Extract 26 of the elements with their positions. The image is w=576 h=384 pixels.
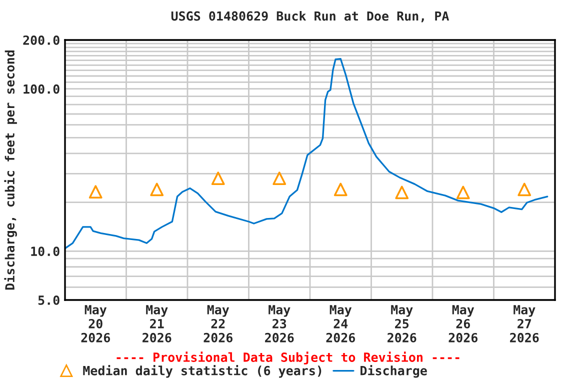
x-tick-label: May 21 2026 bbox=[142, 305, 172, 342]
x-tick-label: May 20 2026 bbox=[81, 305, 110, 342]
line-series bbox=[65, 58, 548, 250]
x-tick-label: May 24 2026 bbox=[326, 305, 355, 342]
point bbox=[150, 182, 164, 196]
x-tick-label: May 25 2026 bbox=[388, 305, 416, 342]
point bbox=[518, 182, 532, 196]
point bbox=[334, 182, 348, 196]
text: ---- Provisional Data Subject to Revision ---- bbox=[116, 352, 460, 364]
point bbox=[272, 172, 286, 186]
legend-label: Discharge bbox=[360, 364, 427, 378]
y-tick-label: 10.0 bbox=[31, 246, 60, 256]
point bbox=[395, 186, 409, 200]
x-tick-label: May 22 2026 bbox=[204, 305, 232, 342]
y-tick-label: 5.0 bbox=[38, 295, 60, 305]
y-tick-label: 200.0 bbox=[23, 35, 60, 45]
x-tick-label: May 26 2026 bbox=[448, 305, 478, 342]
point bbox=[456, 186, 470, 200]
y-axis-title: Discharge, cubic feet per second bbox=[4, 50, 17, 290]
y-tick-label: 100.0 bbox=[24, 84, 60, 94]
point bbox=[211, 172, 225, 186]
chart-title: USGS 01480629 Buck Run at Doe Run, PA bbox=[171, 11, 450, 22]
x-tick-label: May 27 2026 bbox=[510, 305, 539, 342]
legend-label: Median daily statistic (6 years) bbox=[83, 364, 322, 378]
point bbox=[88, 185, 102, 199]
x-tick-label: May 23 2026 bbox=[265, 305, 294, 342]
